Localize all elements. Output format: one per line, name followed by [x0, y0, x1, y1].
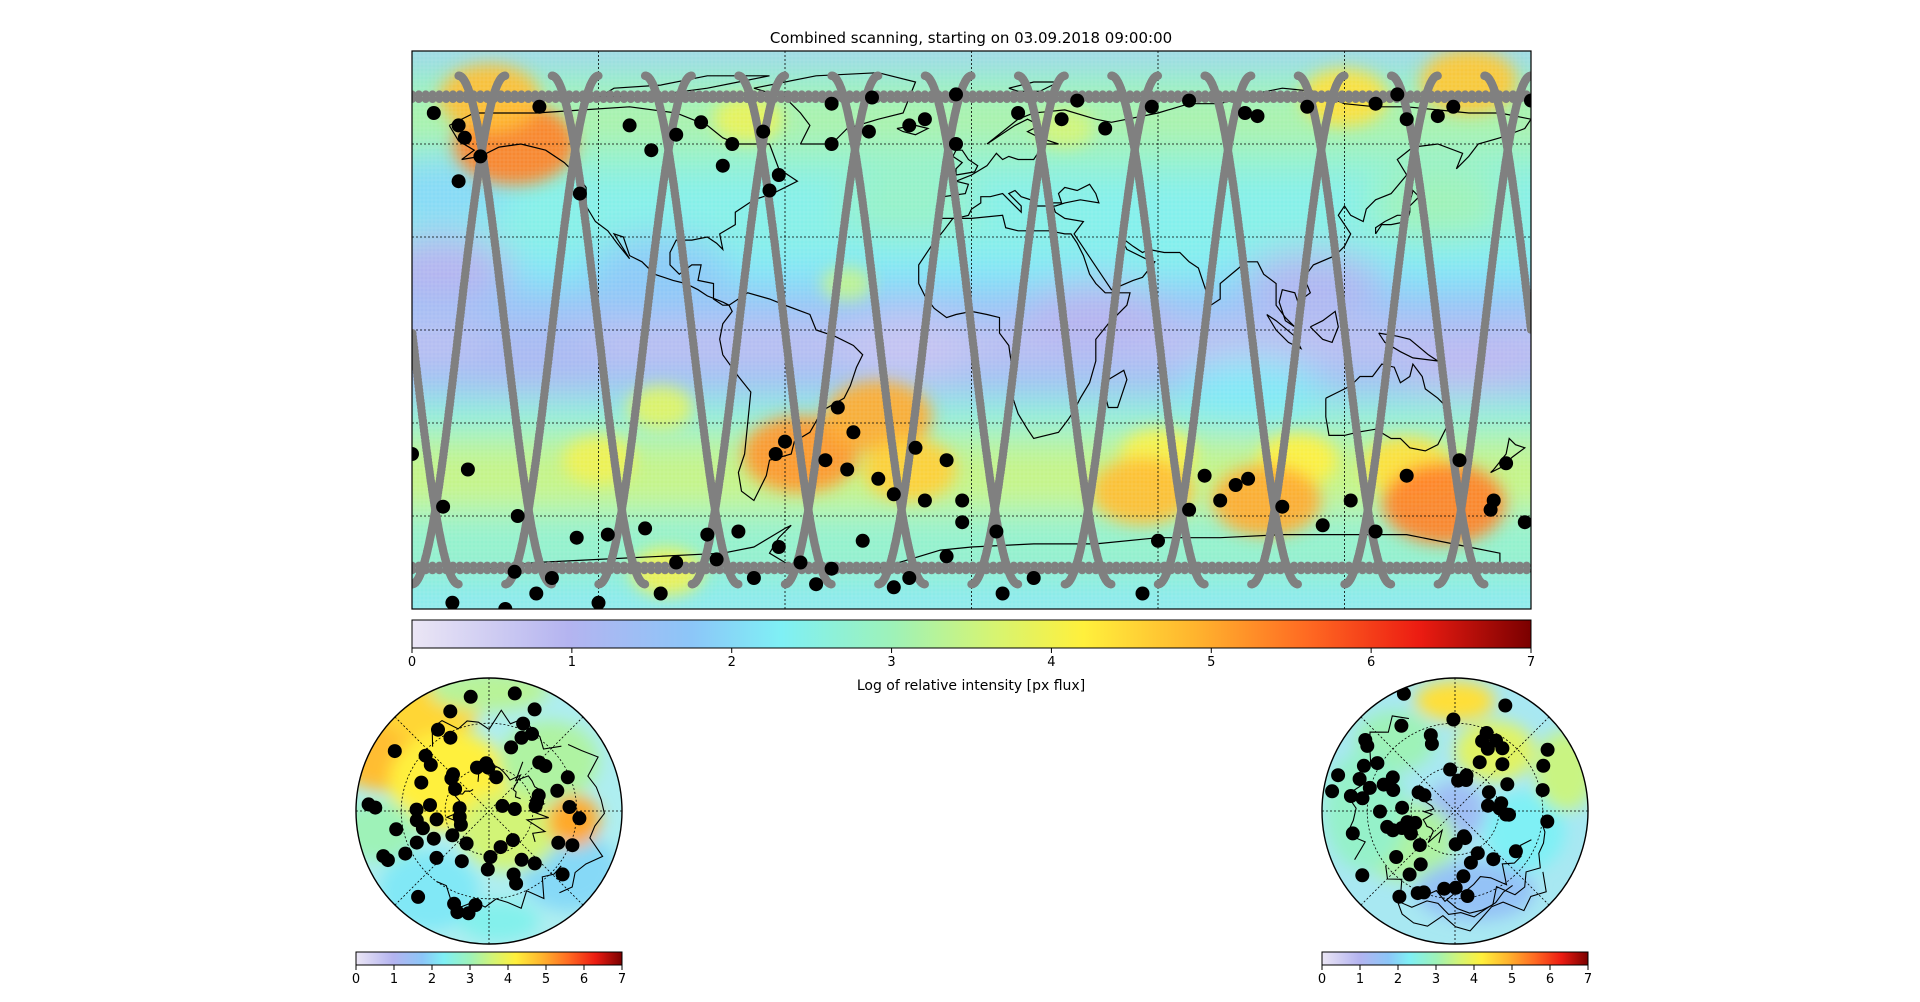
- ground-track: [412, 71, 1531, 589]
- track-point: [920, 580, 929, 589]
- map-title: Combined scanning, starting on 03.09.201…: [770, 29, 1172, 47]
- track-point: [1200, 580, 1209, 589]
- track-point: [1480, 580, 1489, 589]
- track-point: [1340, 71, 1349, 81]
- track-point: [640, 580, 650, 589]
- track-point: [1153, 71, 1163, 81]
- coastline-japan: [1375, 189, 1420, 235]
- main-map: [411, 50, 1532, 610]
- track-point: [874, 71, 883, 81]
- track-point: [1293, 580, 1303, 589]
- track-point: [1386, 580, 1396, 589]
- track-point: [1247, 71, 1256, 81]
- coastline-africa: [918, 214, 1131, 440]
- track-point: [827, 580, 836, 589]
- track-point: [967, 71, 976, 81]
- track-point: [1433, 71, 1442, 81]
- track-point: [1060, 71, 1069, 81]
- track-point: [1013, 580, 1023, 589]
- track-point: [501, 71, 510, 81]
- track-point: [734, 580, 743, 589]
- ground-track-dots: [412, 71, 1531, 589]
- track-point: [594, 71, 603, 81]
- track-point: [1107, 580, 1116, 589]
- track-point: [687, 71, 696, 81]
- coastline-borneo: [1309, 310, 1339, 344]
- track-point: [780, 71, 790, 81]
